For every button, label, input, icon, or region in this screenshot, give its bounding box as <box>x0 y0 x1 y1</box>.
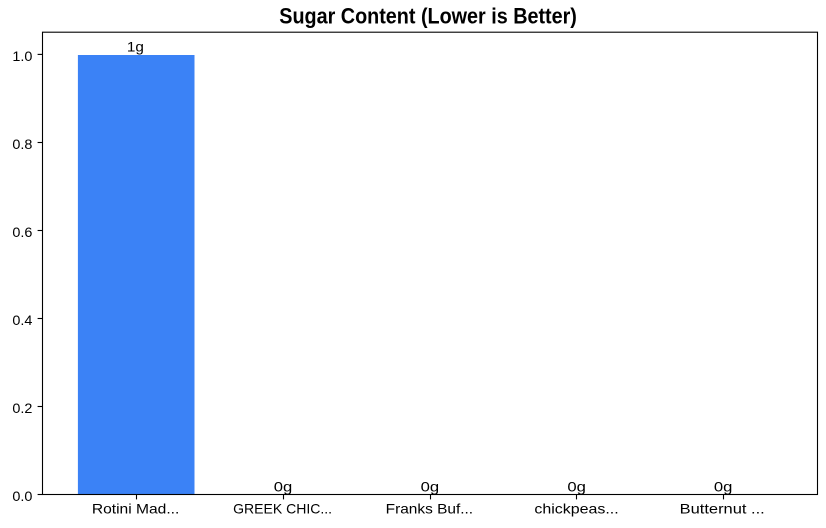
svg-text:0g: 0g <box>274 479 293 495</box>
svg-text:0.6: 0.6 <box>12 224 32 240</box>
svg-text:0g: 0g <box>421 479 440 495</box>
svg-text:0.2: 0.2 <box>12 400 32 416</box>
svg-text:0.8: 0.8 <box>12 136 32 152</box>
svg-text:1.0: 1.0 <box>12 48 32 64</box>
svg-text:chickpeas...: chickpeas... <box>534 501 618 517</box>
svg-text:0.0: 0.0 <box>12 488 32 504</box>
svg-text:Franks Buf...: Franks Buf... <box>386 501 473 517</box>
svg-text:Sugar Content (Lower is Better: Sugar Content (Lower is Better) <box>279 3 577 28</box>
svg-text:1g: 1g <box>127 39 144 55</box>
svg-text:GREEK CHIC...: GREEK CHIC... <box>233 501 332 517</box>
svg-text:Butternut ...: Butternut ... <box>680 501 765 517</box>
svg-text:0g: 0g <box>567 479 586 495</box>
svg-text:0.4: 0.4 <box>12 312 32 328</box>
svg-text:Rotini Mad...: Rotini Mad... <box>92 501 180 517</box>
svg-text:0g: 0g <box>714 479 733 495</box>
